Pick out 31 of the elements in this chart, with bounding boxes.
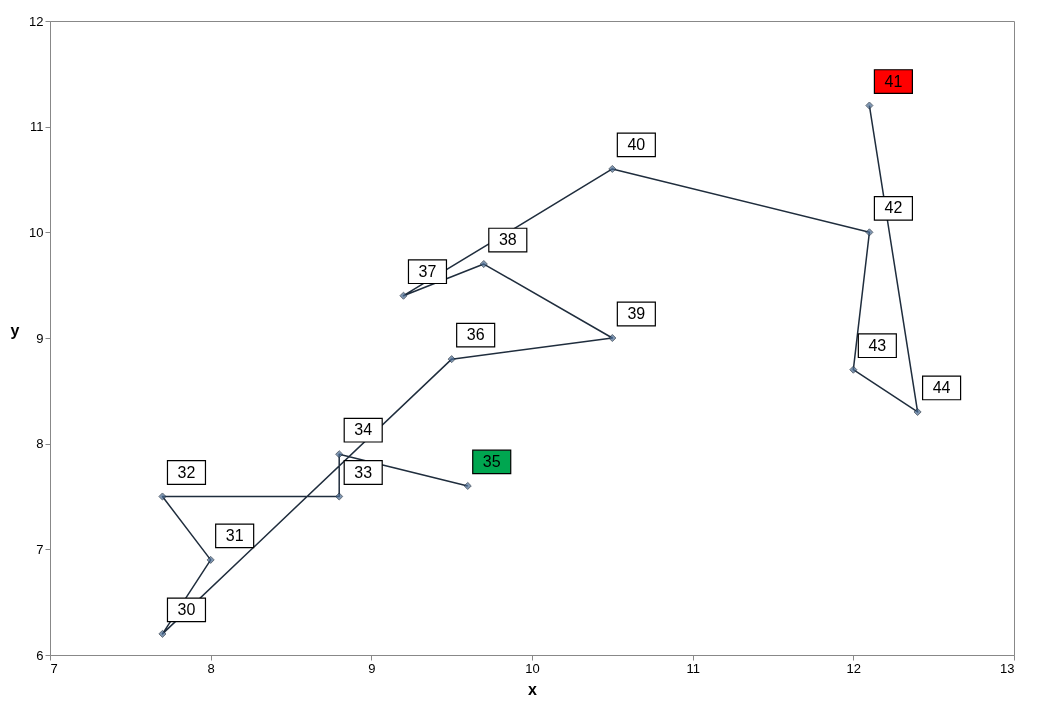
- y-tick-label: 12: [29, 13, 44, 29]
- y-tick-label: 7: [36, 541, 44, 557]
- y-tick-label: 9: [36, 330, 44, 346]
- annotation: 44: [932, 378, 951, 396]
- annotation: 36: [466, 326, 485, 344]
- annotation: 38: [498, 231, 517, 249]
- annotation: 33: [354, 463, 373, 481]
- annotation: 35: [482, 452, 501, 470]
- y-axis-title: y: [10, 321, 20, 339]
- annotation: 41: [884, 72, 903, 90]
- annotation: 30: [177, 600, 196, 618]
- y-tick-label: 11: [30, 119, 44, 135]
- annotation: 42: [884, 199, 903, 217]
- x-tick-label: 12: [846, 660, 862, 676]
- y-tick-label: 6: [36, 647, 44, 663]
- annotation: 31: [225, 526, 244, 544]
- annotation: 39: [627, 305, 646, 322]
- x-tick-label: 9: [368, 660, 376, 676]
- x-tick-label: 10: [525, 660, 540, 676]
- x-axis-title: x: [528, 680, 538, 698]
- x-tick-label: 8: [207, 660, 215, 676]
- x-tick-label: 7: [50, 660, 58, 676]
- x-tick-label: 11: [686, 660, 700, 676]
- annotation: 32: [177, 463, 196, 481]
- annotation: 43: [868, 336, 887, 354]
- annotation: 37: [418, 262, 437, 280]
- annotation: 34: [354, 421, 373, 439]
- y-tick-label: 10: [29, 224, 44, 240]
- annotation: 40: [627, 135, 646, 153]
- y-tick-label: 8: [36, 436, 44, 452]
- x-tick-label: 13: [1000, 660, 1015, 676]
